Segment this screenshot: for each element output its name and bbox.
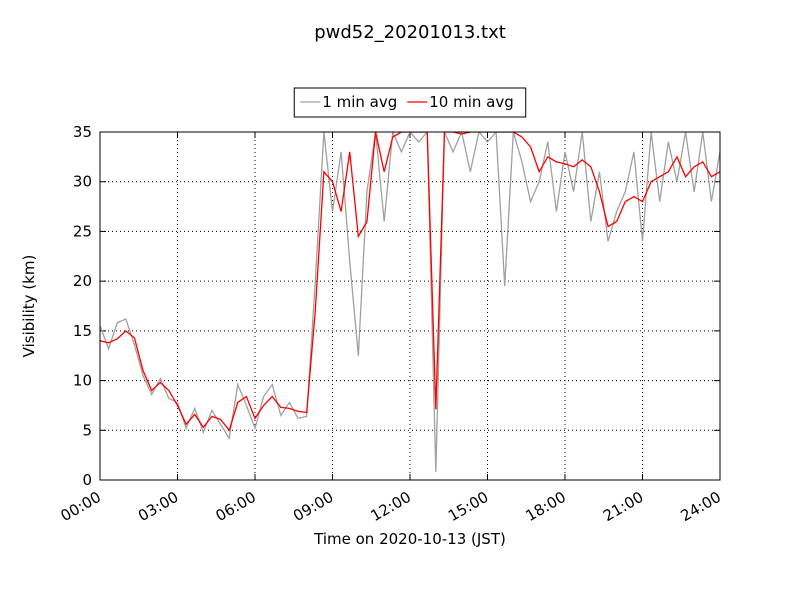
y-tick-label: 5: [82, 421, 92, 439]
y-tick-label: 35: [73, 123, 92, 141]
plot-frame: [99, 131, 721, 481]
plot-lines: [100, 132, 720, 473]
y-tick-label: 20: [73, 272, 92, 290]
series-line: [100, 132, 720, 473]
y-tick-label: 15: [73, 322, 92, 340]
series-line: [100, 132, 720, 432]
y-tick-label: 25: [73, 222, 92, 240]
chart-title: pwd52_20201013.txt: [314, 22, 506, 43]
x-axis-label: Time on 2020-10-13 (JST): [313, 530, 506, 548]
y-axis-label: Visibility (km): [20, 255, 38, 358]
y-tick-label: 0: [82, 471, 92, 489]
legend-label: 10 min avg: [429, 93, 514, 111]
y-tick-label: 30: [73, 173, 92, 191]
y-tick-label: 10: [73, 372, 92, 390]
legend-label: 1 min avg: [322, 93, 397, 111]
legend: 1 min avg 10 min avg: [293, 87, 527, 118]
